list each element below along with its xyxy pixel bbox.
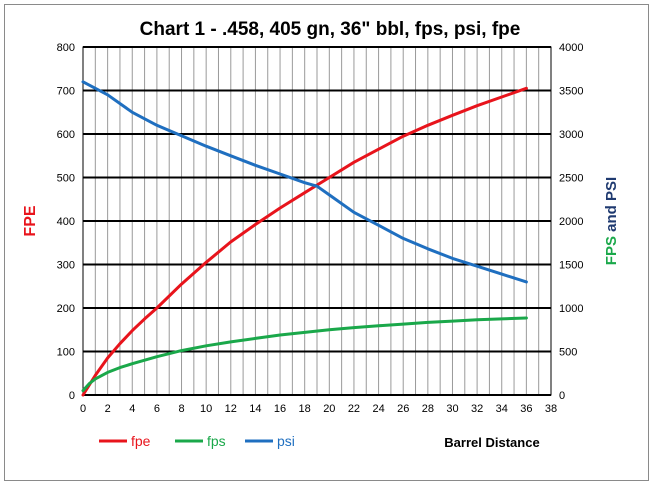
- x-tick-label: 24: [372, 403, 384, 415]
- y2-tick-labels: 0 500 1000 1500 2000 2500 3000 3500 4000: [559, 42, 583, 402]
- y-tick-labels: 0 100 200 300 400 500 600 700 800: [57, 42, 75, 402]
- y-tick-label: 400: [57, 216, 75, 228]
- series-line-fps: [81, 316, 528, 393]
- y2-tick-label: 3500: [559, 86, 583, 98]
- legend-label-fps: fps: [207, 433, 226, 449]
- chart-frame: Chart 1 - .458, 405 gn, 36" bbl, fps, ps…: [4, 4, 649, 481]
- y-tick-label: 800: [57, 42, 75, 54]
- chart-svg: Chart 1 - .458, 405 gn, 36" bbl, fps, ps…: [22, 19, 620, 450]
- y2-tick-label: 4000: [559, 42, 583, 54]
- y2-tick-label: 0: [559, 390, 565, 402]
- x-tick-label: 8: [178, 403, 184, 415]
- legend-label-fpe: fpe: [131, 433, 151, 449]
- series-line-psi: [81, 80, 528, 284]
- y2-tick-label: 2000: [559, 216, 583, 228]
- y-tick-label: 100: [57, 347, 75, 359]
- x-tick-label: 2: [105, 403, 111, 415]
- x-tick-label: 34: [496, 403, 508, 415]
- y2-tick-label: 1500: [559, 260, 583, 272]
- x-tick-label: 14: [249, 403, 261, 415]
- x-tick-label: 18: [299, 403, 311, 415]
- plot-area-border: [82, 46, 552, 396]
- x-tick-label: 36: [520, 403, 532, 415]
- x-tick-label: 38: [545, 403, 557, 415]
- y2-axis-label: FPS and PSI: [603, 177, 620, 265]
- y2-axis-label-psi: PSI: [603, 177, 620, 201]
- x-tick-label: 10: [200, 403, 212, 415]
- y2-tick-label: 2500: [559, 173, 583, 185]
- x-tick-label: 28: [422, 403, 434, 415]
- y-tick-label: 0: [69, 390, 75, 402]
- x-tick-label: 4: [129, 403, 135, 415]
- x-tick-label: 32: [471, 403, 483, 415]
- y-tick-label: 500: [57, 173, 75, 185]
- x-tick-label: 0: [80, 403, 86, 415]
- y-axis-label: FPE: [22, 205, 39, 236]
- y2-tick-label: 1000: [559, 303, 583, 315]
- series-line-fpe: [81, 86, 528, 397]
- y-tick-label: 200: [57, 303, 75, 315]
- x-tick-label: 6: [154, 403, 160, 415]
- x-tick-label: 26: [397, 403, 409, 415]
- x-tick-label: 12: [225, 403, 237, 415]
- y-tick-label: 600: [57, 129, 75, 141]
- chart-title: Chart 1 - .458, 405 gn, 36" bbl, fps, ps…: [140, 19, 521, 40]
- y-tick-label: 700: [57, 86, 75, 98]
- legend-label-psi: psi: [277, 433, 295, 449]
- y2-axis-label-and: and: [603, 201, 620, 236]
- y2-axis-label-fps: FPS: [603, 236, 620, 265]
- y2-tick-label: 500: [559, 347, 577, 359]
- x-tick-label: 22: [348, 403, 360, 415]
- x-tick-label: 20: [323, 403, 335, 415]
- x-tick-label: 30: [446, 403, 458, 415]
- y2-tick-label: 3000: [559, 129, 583, 141]
- series-lines: [81, 80, 528, 397]
- x-tick-labels: 0 2 4 6 8 10 12 14 16 18 20 22 24 26 28 30 32 34 36 38: [80, 403, 557, 415]
- x-axis-label: Barrel Distance: [444, 435, 539, 450]
- y-tick-label: 300: [57, 260, 75, 272]
- x-tick-label: 16: [274, 403, 286, 415]
- legend: fpe fps psi: [99, 433, 295, 449]
